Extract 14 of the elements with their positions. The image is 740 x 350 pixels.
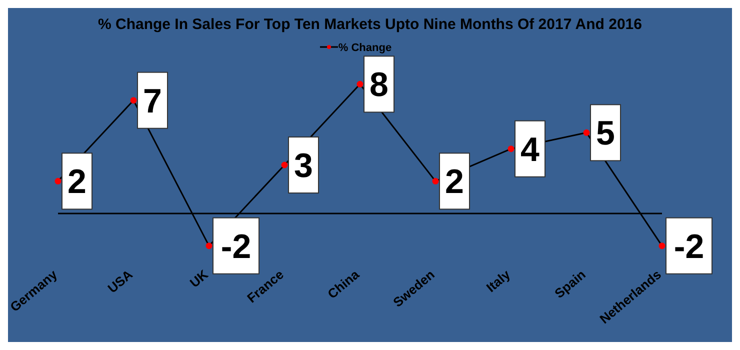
data-label: 2	[445, 163, 464, 202]
data-label: 5	[596, 114, 615, 153]
data-label: 7	[143, 82, 162, 120]
data-label: 3	[294, 147, 313, 185]
x-tick-label: Italy	[483, 266, 514, 296]
x-tick-label: USA	[104, 266, 136, 296]
data-label: 8	[370, 66, 388, 104]
legend-label: % Change	[337, 42, 392, 54]
data-label: -2	[674, 228, 704, 266]
data-label: 4	[520, 130, 540, 169]
chart-title: % Change In Sales For Top Ten Markets Upto Nine Months Of 2017 And 2016	[97, 15, 643, 35]
data-label: -2	[220, 228, 252, 266]
data-label: 2	[68, 163, 86, 202]
x-tick-label: UK	[186, 266, 212, 290]
